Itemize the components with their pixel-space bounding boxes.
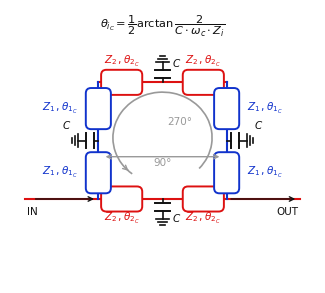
Text: 90°: 90° (153, 158, 172, 168)
Text: $C$: $C$ (172, 212, 181, 224)
Text: $Z_1\,,\theta_{1_C}$: $Z_1\,,\theta_{1_C}$ (247, 165, 283, 180)
FancyBboxPatch shape (183, 186, 224, 212)
Text: IN: IN (27, 207, 38, 217)
Text: $Z_2\,,\theta_{2_C}$: $Z_2\,,\theta_{2_C}$ (185, 211, 221, 226)
Text: $Z_1\,,\theta_{1_C}$: $Z_1\,,\theta_{1_C}$ (42, 101, 78, 116)
FancyBboxPatch shape (86, 152, 111, 193)
Text: $\theta_{i_C} = \dfrac{1}{2}\arctan\dfrac{2}{C \cdot \omega_c \cdot Z_i}$: $\theta_{i_C} = \dfrac{1}{2}\arctan\dfra… (100, 14, 225, 39)
FancyBboxPatch shape (214, 88, 239, 129)
Text: $C$: $C$ (172, 57, 181, 69)
Text: 270°: 270° (167, 117, 192, 127)
FancyBboxPatch shape (183, 70, 224, 95)
Text: $Z_1\,,\theta_{1_C}$: $Z_1\,,\theta_{1_C}$ (247, 101, 283, 116)
Text: $Z_1\,,\theta_{1_C}$: $Z_1\,,\theta_{1_C}$ (42, 165, 78, 180)
FancyBboxPatch shape (101, 70, 142, 95)
FancyBboxPatch shape (214, 152, 239, 193)
FancyBboxPatch shape (86, 88, 111, 129)
Text: $Z_2\,,\theta_{2_C}$: $Z_2\,,\theta_{2_C}$ (104, 211, 140, 226)
Text: OUT: OUT (276, 207, 298, 217)
Text: $Z_2\,,\theta_{2_C}$: $Z_2\,,\theta_{2_C}$ (104, 54, 140, 69)
Text: $Z_2\,,\theta_{2_C}$: $Z_2\,,\theta_{2_C}$ (185, 54, 221, 69)
Text: $C$: $C$ (62, 119, 71, 131)
FancyBboxPatch shape (101, 186, 142, 212)
Text: $C$: $C$ (254, 119, 263, 131)
